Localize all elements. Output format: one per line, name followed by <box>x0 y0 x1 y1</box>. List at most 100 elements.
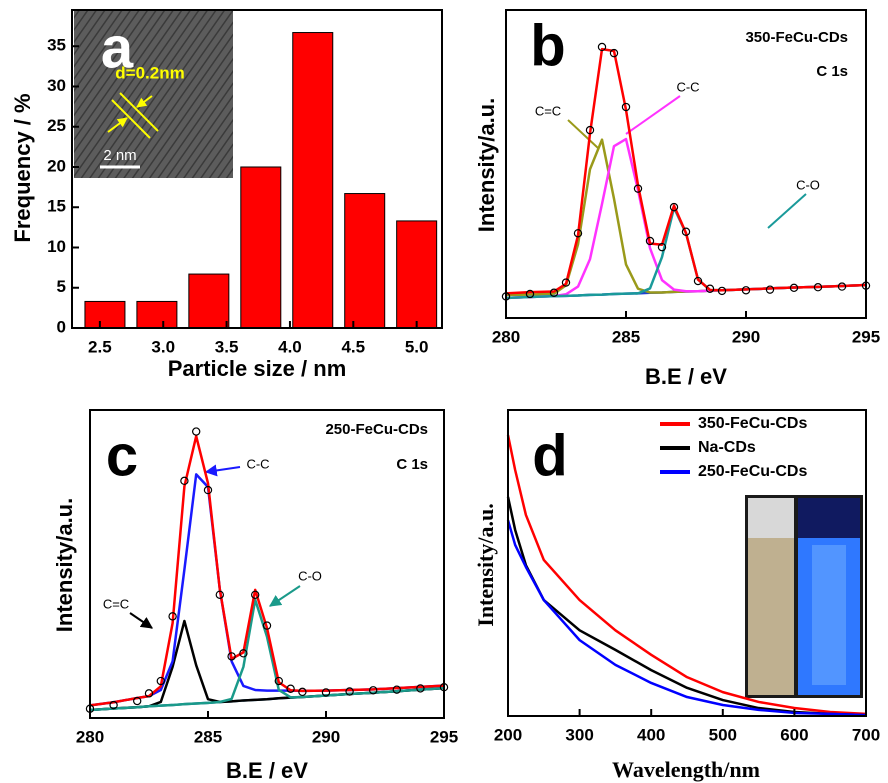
data-point <box>239 649 248 658</box>
x-tick-label: 285 <box>194 727 222 746</box>
x-axis-label: B.E / eV <box>226 758 308 783</box>
y-tick-label: 25 <box>47 116 66 135</box>
data-point <box>392 685 401 694</box>
x-tick-label: 3.0 <box>151 337 175 356</box>
data-point <box>597 42 607 52</box>
label-pointer <box>625 95 681 135</box>
data-point <box>765 285 775 294</box>
axes-frame <box>507 409 867 717</box>
data-point <box>168 612 177 621</box>
data-point <box>609 48 619 58</box>
data-point <box>789 283 799 293</box>
data-point <box>274 676 283 686</box>
x-tick-label: 290 <box>312 727 340 746</box>
peak-label: C-C <box>676 79 699 94</box>
bar <box>84 300 126 329</box>
peak-label: C=C <box>535 103 561 118</box>
line <box>89 598 445 712</box>
x-tick-label: 400 <box>637 725 665 744</box>
label-pointer <box>567 119 599 149</box>
data-point <box>203 485 213 495</box>
x-tick-label: 500 <box>709 725 737 744</box>
data-point <box>227 652 236 661</box>
data-point <box>573 229 583 238</box>
y-tick-label: 30 <box>47 76 66 95</box>
x-tick-label: 4.0 <box>278 337 302 356</box>
bar <box>136 300 178 329</box>
y-axis-label: Intensity/a.u. <box>52 498 77 632</box>
data-point <box>705 284 715 293</box>
x-axis-label: B.E / eV <box>645 364 727 389</box>
x-tick-label: 4.5 <box>341 337 365 356</box>
data-point <box>144 689 154 698</box>
data-point <box>693 276 703 286</box>
line <box>505 138 867 297</box>
data-point <box>837 282 847 291</box>
panel-label: d <box>532 423 567 488</box>
line <box>505 47 867 295</box>
data-point <box>741 286 751 295</box>
arrow <box>136 95 153 108</box>
y-axis-label: Intensity/a.u. <box>474 98 499 232</box>
panel: C=C C-C C-O 280 285 290 295 <box>76 409 458 746</box>
data-point <box>549 288 559 297</box>
data-point <box>621 102 631 112</box>
label-pointer <box>269 585 301 607</box>
data-point <box>369 686 378 695</box>
x-tick-label: 285 <box>612 327 640 346</box>
data-point <box>286 684 295 693</box>
peak-label: C-O <box>796 177 820 192</box>
line <box>506 434 867 716</box>
arrow <box>107 117 128 133</box>
x-tick-label: 700 <box>852 725 880 744</box>
legend-label: Na-CDs <box>698 439 756 456</box>
axes-frame <box>89 409 445 719</box>
bar <box>240 166 282 329</box>
sample-label: 350-FeCu-CDs <box>745 29 848 46</box>
data-point <box>681 227 691 236</box>
panel-label: a <box>101 15 134 80</box>
core-level-label: C 1s <box>396 456 428 473</box>
panel-label: b <box>530 13 565 78</box>
axes-frame <box>71 9 443 329</box>
data-point <box>321 688 331 697</box>
x-tick-label: 200 <box>494 725 522 744</box>
panel-label: c <box>106 423 138 488</box>
inset-scale: 2 nm <box>103 147 136 164</box>
y-axis-label: Frequency / % <box>10 93 35 242</box>
x-tick-label: 300 <box>565 725 593 744</box>
data-point <box>262 621 272 630</box>
peak-label: C-C <box>246 456 269 471</box>
peak-label: C=C <box>103 596 129 611</box>
line <box>89 434 445 707</box>
x-tick-label: 5.0 <box>405 337 429 356</box>
label-pointer <box>767 193 807 229</box>
x-tick-label: 3.5 <box>215 337 239 356</box>
data-point <box>215 590 224 600</box>
panel: 350-FeCu-CDs Na-CDs 250-FeCu-CDs 200 300 400 5… <box>494 409 880 744</box>
data-point <box>416 684 425 693</box>
data-point <box>180 476 189 486</box>
legend-label: 350-FeCu-CDs <box>698 415 807 432</box>
data-point <box>657 242 667 252</box>
data-point <box>250 590 260 600</box>
line <box>89 473 445 707</box>
bar <box>292 32 334 329</box>
data-point <box>132 696 142 706</box>
cuvette-photo <box>745 495 863 698</box>
data-point <box>298 687 307 697</box>
label-pointer <box>129 612 153 629</box>
y-axis-label: Intensity/a.u. <box>473 503 498 626</box>
x-axis-label: Wavelength/nm <box>612 757 760 782</box>
panel: C=C C-C C-O 280 285 290 295 <box>492 9 880 346</box>
lattice-line <box>119 92 159 132</box>
inset-annotation: d=0.2nm <box>115 63 184 82</box>
data-point <box>525 289 535 299</box>
data-point <box>561 278 571 287</box>
data-point <box>669 202 679 212</box>
data-point <box>633 184 643 193</box>
line <box>505 137 867 300</box>
bar <box>188 273 230 329</box>
label-pointer <box>204 464 241 477</box>
